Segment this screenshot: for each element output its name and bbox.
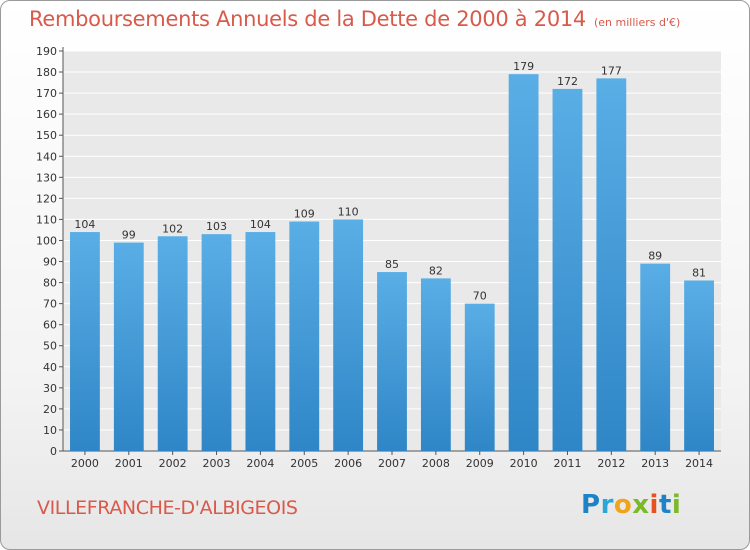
logo-letter: i xyxy=(671,490,682,520)
bar-value-label: 179 xyxy=(513,60,534,73)
y-tick-label: 180 xyxy=(36,66,57,79)
y-tick-label: 140 xyxy=(36,150,57,163)
bar-value-label: 102 xyxy=(162,222,183,235)
plot-area: 0 10 20 30 40 50 60 70 80 90 100 110 120 130 140 150 160… xyxy=(36,45,721,470)
chart-title-text: Remboursements Annuels de la Dette de 20… xyxy=(29,7,586,31)
bar xyxy=(464,303,495,451)
y-tick-label: 190 xyxy=(36,45,57,58)
bar-value-label: 99 xyxy=(122,229,136,242)
bar xyxy=(508,74,539,451)
bar-value-label: 70 xyxy=(473,290,487,303)
x-tick-label: 2007 xyxy=(378,457,406,470)
bar xyxy=(70,232,100,451)
bar xyxy=(420,278,451,451)
x-tick-label: 2001 xyxy=(115,457,143,470)
x-tick-label: 2000 xyxy=(71,457,99,470)
logo-letter: t xyxy=(658,490,672,520)
bar-value-label: 110 xyxy=(338,205,359,218)
bar xyxy=(552,88,583,451)
bar xyxy=(201,234,232,451)
x-tick-label: 2014 xyxy=(685,457,713,470)
y-tick-label: 170 xyxy=(36,87,57,100)
bar-value-label: 104 xyxy=(74,218,95,231)
x-tick-label: 2010 xyxy=(510,457,538,470)
y-tick-label: 150 xyxy=(36,129,57,142)
y-tick-label: 130 xyxy=(36,171,57,184)
bar-value-label: 177 xyxy=(601,64,622,77)
bar xyxy=(377,272,407,451)
y-tick-label: 100 xyxy=(36,234,57,247)
x-tick-label: 2011 xyxy=(553,457,581,470)
logo-letter: o xyxy=(613,490,633,520)
bar-value-label: 172 xyxy=(557,75,578,88)
bar xyxy=(113,242,144,451)
y-tick-label: 10 xyxy=(43,424,57,437)
y-tick-label: 0 xyxy=(50,445,57,458)
y-tick-label: 160 xyxy=(36,108,57,121)
y-tick-label: 30 xyxy=(43,382,57,395)
bar xyxy=(684,280,714,451)
proxiti-logo: Proxiti xyxy=(581,490,681,520)
y-tick-label: 20 xyxy=(43,403,57,416)
y-tick-label: 120 xyxy=(36,192,57,205)
x-tick-label: 2002 xyxy=(159,457,187,470)
y-tick-label: 70 xyxy=(43,298,57,311)
y-tick-label: 50 xyxy=(43,340,57,353)
bar xyxy=(245,232,276,451)
bar xyxy=(596,78,627,452)
bar-value-label: 103 xyxy=(206,220,227,233)
x-tick-label: 2008 xyxy=(422,457,450,470)
bar xyxy=(289,221,320,451)
x-tick-label: 2003 xyxy=(203,457,231,470)
y-tick-label: 110 xyxy=(36,213,57,226)
bar xyxy=(640,263,671,451)
x-tick-label: 2012 xyxy=(597,457,625,470)
bar-value-label: 104 xyxy=(250,218,271,231)
bar-value-label: 89 xyxy=(648,250,662,263)
logo-letter: x xyxy=(632,490,650,520)
logo-letter: i xyxy=(649,490,659,520)
y-tick-label: 40 xyxy=(43,361,57,374)
logo-letter: P xyxy=(581,490,601,520)
x-tick-label: 2009 xyxy=(466,457,494,470)
chart-title: Remboursements Annuels de la Dette de 20… xyxy=(29,7,680,31)
logo-letter: r xyxy=(600,490,614,520)
bar-value-label: 81 xyxy=(692,266,706,279)
city-name: VILLEFRANCHE-D'ALBIGEOIS xyxy=(37,497,298,519)
y-tick-label: 90 xyxy=(43,256,57,269)
chart-unit: (en milliers d'€) xyxy=(594,16,681,29)
bar xyxy=(333,219,364,451)
x-tick-label: 2004 xyxy=(246,457,274,470)
bar-value-label: 85 xyxy=(385,258,399,271)
y-tick-label: 60 xyxy=(43,319,57,332)
y-tick-label: 80 xyxy=(43,277,57,290)
bar xyxy=(157,236,188,451)
x-tick-label: 2006 xyxy=(334,457,362,470)
x-tick-label: 2013 xyxy=(641,457,669,470)
bar-value-label: 82 xyxy=(429,264,443,277)
x-tick-label: 2005 xyxy=(290,457,318,470)
bar-value-label: 109 xyxy=(294,208,315,221)
